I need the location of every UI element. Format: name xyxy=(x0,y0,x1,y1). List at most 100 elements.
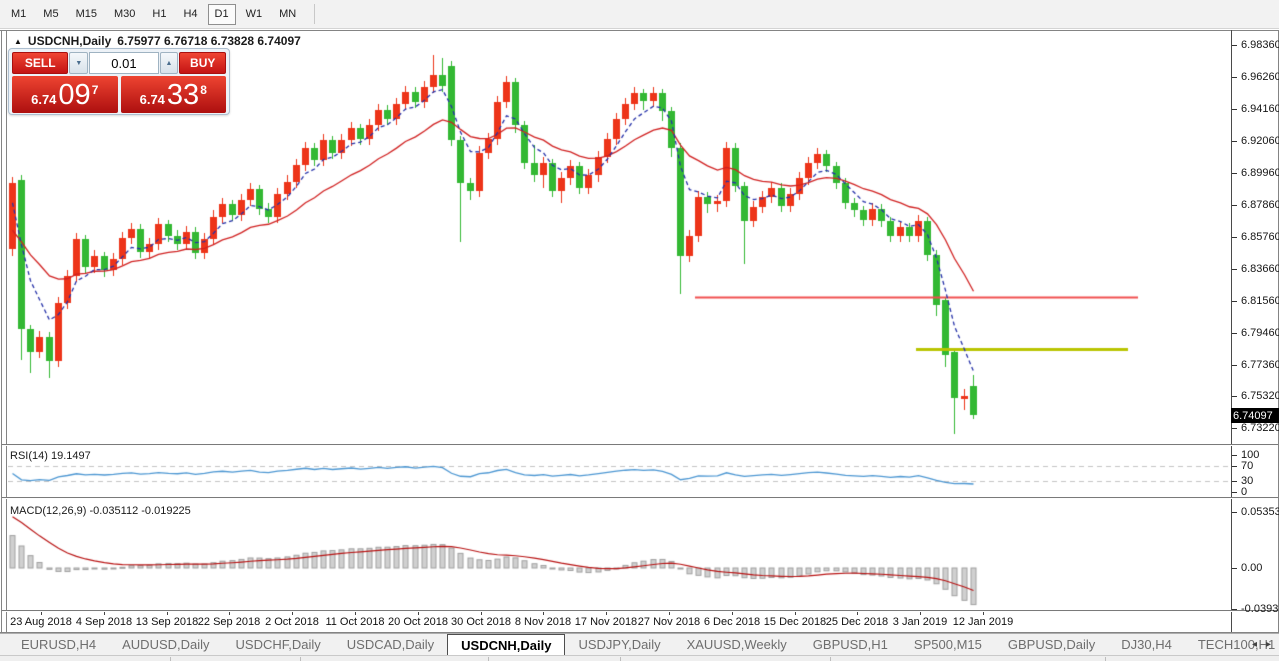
price-axis-label-tick xyxy=(1232,141,1237,142)
price-axis-label: 6.79460 xyxy=(1241,327,1279,339)
price-axis-label: 6.94160 xyxy=(1241,103,1279,115)
chart-tab-gbpusd-daily[interactable]: GBPUSD,Daily xyxy=(1007,637,1096,652)
price-axis-label: 6.75320 xyxy=(1241,390,1279,402)
date-axis-label: 20 Oct 2018 xyxy=(388,616,448,628)
price-axis-label: 6.87860 xyxy=(1241,199,1279,211)
price-axis-label: 6.73220 xyxy=(1241,422,1279,434)
timeframe-button-w1[interactable]: W1 xyxy=(245,8,263,20)
macd-scale-label: 0.053532 xyxy=(1241,506,1279,518)
chart-tab-dj30-h4[interactable]: DJ30,H4 xyxy=(1121,637,1172,652)
rsi-label: RSI(14) 19.1497 xyxy=(10,450,91,462)
chart-tab-usdcad-daily[interactable]: USDCAD,Daily xyxy=(346,637,435,652)
tab-scroll-left-icon[interactable]: ◂ xyxy=(1251,638,1257,650)
date-tick xyxy=(292,612,293,615)
date-tick xyxy=(669,612,670,615)
buy-button[interactable]: BUY xyxy=(179,52,226,74)
lot-decrease-button[interactable]: ▼ xyxy=(69,52,89,74)
timeframe-button-m1[interactable]: M1 xyxy=(11,8,27,20)
chart-tab-audusd-daily[interactable]: AUDUSD,Daily xyxy=(122,637,210,652)
date-axis-label: 11 Oct 2018 xyxy=(325,616,385,628)
macd-label: MACD(12,26,9) -0.035112 -0.019225 xyxy=(10,505,191,517)
sell-button[interactable]: SELL xyxy=(12,52,69,74)
date-axis-label: 4 Sep 2018 xyxy=(75,616,133,628)
chart-tab-sp500-m15[interactable]: SP500,M15 xyxy=(913,637,982,652)
macd-scale-label-tick xyxy=(1232,609,1237,610)
rsi-macd-divider[interactable] xyxy=(2,497,1278,499)
price-axis-label-tick xyxy=(1232,237,1237,238)
chart-tab-xauusd-weekly[interactable]: XAUUSD,Weekly xyxy=(686,637,787,652)
chart-tab-usdcnh-daily[interactable]: USDCNH,Daily xyxy=(447,634,566,655)
price-axis-label-tick xyxy=(1232,428,1237,429)
chart-tab-usdchf-daily[interactable]: USDCHF,Daily xyxy=(235,637,321,652)
macd-axis-divider xyxy=(2,610,1278,612)
price-axis-label-tick xyxy=(1232,45,1237,46)
status-divider xyxy=(830,657,831,661)
price-axis-label: 6.81560 xyxy=(1241,295,1279,307)
buy-price-big-digits: 33 xyxy=(166,79,200,111)
buy-price-pipette: 8 xyxy=(200,83,207,97)
one-click-trading-panel: SELL ▼ 0.01 ▲ BUY 6.74 09 7 6.74 33 8 xyxy=(8,48,230,115)
date-axis-label: 27 Nov 2018 xyxy=(637,616,701,628)
date-tick xyxy=(41,612,42,615)
date-axis-label: 6 Dec 2018 xyxy=(703,616,761,628)
timeframe-button-h4[interactable]: H4 xyxy=(183,8,198,20)
timeframe-button-d1[interactable]: D1 xyxy=(207,3,236,25)
date-tick xyxy=(795,612,796,615)
date-tick xyxy=(481,612,482,615)
date-axis-label: 15 Dec 2018 xyxy=(763,616,827,628)
collapse-chart-icon[interactable]: ▲ xyxy=(14,36,22,46)
window-left-border-inner xyxy=(6,30,7,632)
date-tick xyxy=(732,612,733,615)
timeframe-button-m30[interactable]: M30 xyxy=(113,8,136,20)
timeframe-button-m5[interactable]: M5 xyxy=(43,8,59,20)
price-axis-label: 6.98360 xyxy=(1241,39,1279,51)
timeframe-toolbar: M1 M5 M15 M30 H1 H4 D1 W1 MN xyxy=(0,0,1279,29)
tab-scroll-right-icon[interactable]: ▸ xyxy=(1265,638,1271,650)
date-tick xyxy=(104,612,105,615)
macd-scale-label: 0.00 xyxy=(1241,562,1263,574)
rsi-scale-label-tick xyxy=(1232,492,1237,493)
lot-size-input[interactable]: 0.01 xyxy=(89,52,159,74)
date-tick xyxy=(920,612,921,615)
lot-increase-button[interactable]: ▲ xyxy=(159,52,179,74)
chart-tab-gbpusd-h1[interactable]: GBPUSD,H1 xyxy=(812,637,888,652)
chart-tab-bar: EURUSD,H4 AUDUSD,Daily USDCHF,Daily USDCAD,… xyxy=(0,633,1279,655)
chart-tab-tech100-h1[interactable]: TECH100,H1 xyxy=(1197,637,1276,652)
window-bottom-border xyxy=(0,632,1279,633)
date-axis-label: 8 Nov 2018 xyxy=(514,616,572,628)
timeframe-button-h1[interactable]: H1 xyxy=(152,8,167,20)
timeframe-button-mn[interactable]: MN xyxy=(279,8,297,20)
rsi-scale-label-tick xyxy=(1232,466,1237,467)
date-tick xyxy=(355,612,356,615)
rsi-scale-label: 0 xyxy=(1241,486,1248,498)
date-axis-label: 30 Oct 2018 xyxy=(451,616,511,628)
price-axis-label-tick xyxy=(1232,269,1237,270)
buy-price-display[interactable]: 6.74 33 8 xyxy=(120,76,226,113)
date-axis-label: 25 Dec 2018 xyxy=(825,616,889,628)
status-strip xyxy=(0,655,1279,661)
date-tick xyxy=(167,612,168,615)
status-divider xyxy=(620,657,621,661)
chart-tab-usdjpy-daily[interactable]: USDJPY,Daily xyxy=(578,637,661,652)
date-axis-label: 23 Aug 2018 xyxy=(10,616,72,628)
chart-symbol-title: USDCNH,Daily xyxy=(27,34,112,48)
main-rsi-divider[interactable] xyxy=(2,444,1278,446)
price-axis-label-tick xyxy=(1232,109,1237,110)
price-axis-label-tick xyxy=(1232,396,1237,397)
macd-scale-label: -0.039333 xyxy=(1241,603,1279,615)
rsi-scale-label-tick xyxy=(1232,481,1237,482)
date-axis-label: 12 Jan 2019 xyxy=(952,616,1014,628)
price-axis-label: 6.89960 xyxy=(1241,167,1279,179)
sell-price-display[interactable]: 6.74 09 7 xyxy=(12,76,118,113)
price-axis-label-tick xyxy=(1232,365,1237,366)
date-axis-label: 22 Sep 2018 xyxy=(197,616,261,628)
price-axis-label: 6.83660 xyxy=(1241,263,1279,275)
rsi-indicator-canvas[interactable] xyxy=(8,447,1231,497)
toolbar-separator xyxy=(314,4,316,24)
chevron-up-icon: ▲ xyxy=(165,59,173,67)
macd-indicator-canvas[interactable] xyxy=(8,500,1231,610)
price-axis-label-tick xyxy=(1232,173,1237,174)
chevron-down-icon: ▼ xyxy=(75,59,83,67)
timeframe-button-m15[interactable]: M15 xyxy=(75,8,97,20)
chart-tab-eurusd-h4[interactable]: EURUSD,H4 xyxy=(21,637,97,652)
